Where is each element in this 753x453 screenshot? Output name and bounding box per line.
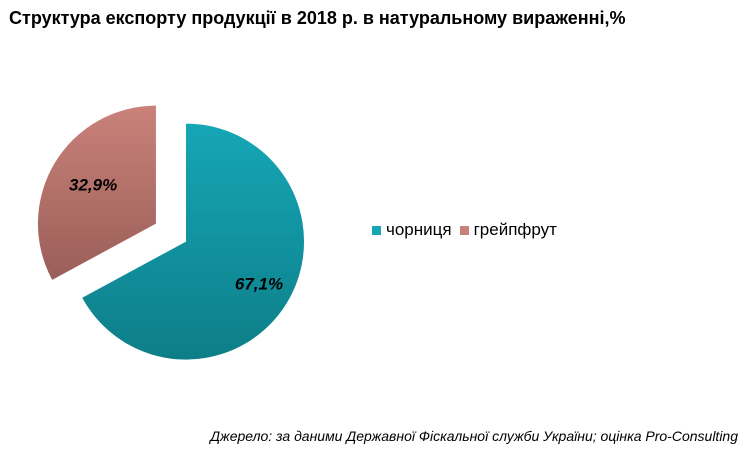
legend-item-grapefruit: грейпфрут xyxy=(459,220,557,240)
data-label-grapefruit: 32,9% xyxy=(69,176,117,195)
legend-label-grapefruit: грейпфрут xyxy=(473,220,557,239)
source-note: Джерело: за даними Державної Фіскальної … xyxy=(210,428,738,444)
legend-item-blueberry: чорниця xyxy=(372,220,452,240)
legend-swatch-blueberry xyxy=(372,225,381,235)
legend-label-blueberry: чорниця xyxy=(386,220,452,239)
pie-slice-blueberry xyxy=(82,123,305,360)
legend-swatch-grapefruit xyxy=(459,225,469,235)
pie-slice-grapefruit xyxy=(37,105,156,280)
data-label-blueberry: 67,1% xyxy=(235,275,283,294)
chart-title: Структура експорту продукції в 2018 р. в… xyxy=(9,8,626,28)
chart-legend: чорниця грейпфрут xyxy=(372,220,565,240)
